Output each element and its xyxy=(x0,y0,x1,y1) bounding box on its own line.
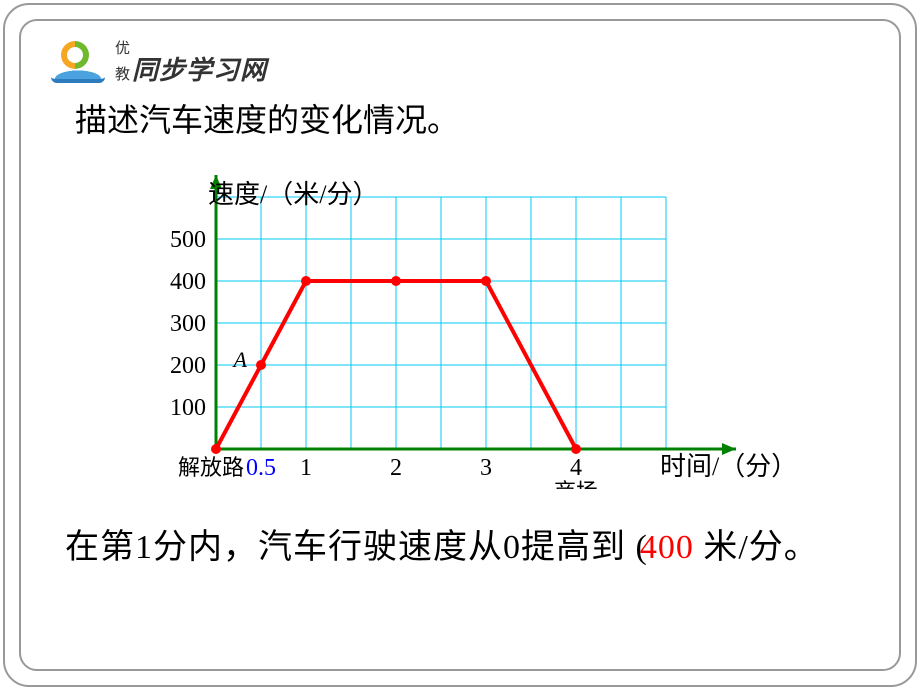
svg-text:1: 1 xyxy=(300,455,312,481)
speed-chart: 100 200 300 400 500速度/（米/分） 0.5 1 2 3 4 解放路商场 时间/（分… xyxy=(141,159,791,489)
svg-text:0.5: 0.5 xyxy=(246,455,276,481)
answer-value: 400 xyxy=(640,529,694,566)
svg-text:200: 200 xyxy=(170,353,206,379)
svg-text:500: 500 xyxy=(170,227,206,253)
logo-big-text: 同步学习网 xyxy=(132,57,267,83)
svg-text:3: 3 xyxy=(480,455,492,481)
svg-text:300: 300 xyxy=(170,311,206,337)
svg-text:时间/（分）: 时间/（分） xyxy=(660,452,791,481)
svg-text:A: A xyxy=(232,347,248,372)
logo-small-2: 教 xyxy=(115,68,130,83)
svg-text:2: 2 xyxy=(390,455,402,481)
svg-text:100: 100 xyxy=(170,395,206,421)
logo-book-icon xyxy=(51,69,105,83)
logo-text: 优 教 同步学习网 xyxy=(115,42,267,83)
answer-line: 在第1分内，汽车行驶速度从0提高到 (400 米/分。 xyxy=(65,519,869,568)
inner-frame: 优 教 同步学习网 描述汽车速度的变化情况。 100 200 300 400 500速度… xyxy=(19,19,901,671)
logo: 优 教 同步学习网 xyxy=(51,41,869,83)
question-title: 描述汽车速度的变化情况。 xyxy=(75,95,869,141)
svg-text:解放路: 解放路 xyxy=(178,455,244,480)
svg-text:400: 400 xyxy=(170,269,206,295)
outer-frame: 优 教 同步学习网 描述汽车速度的变化情况。 100 200 300 400 500速度… xyxy=(3,3,917,687)
svg-text:商场: 商场 xyxy=(554,479,598,489)
logo-mark xyxy=(51,41,109,83)
logo-swirl-icon xyxy=(61,41,89,69)
svg-text:4: 4 xyxy=(570,455,582,481)
answer-unit: 米/分。 xyxy=(694,529,819,566)
chart-svg: 100 200 300 400 500速度/（米/分） 0.5 1 2 3 4 解放路商场 时间/（分… xyxy=(141,159,791,489)
answer-prefix: 在第1分内，汽车行驶速度从0提高到 xyxy=(65,529,626,566)
svg-text:速度/（米/分）: 速度/（米/分） xyxy=(208,180,378,209)
